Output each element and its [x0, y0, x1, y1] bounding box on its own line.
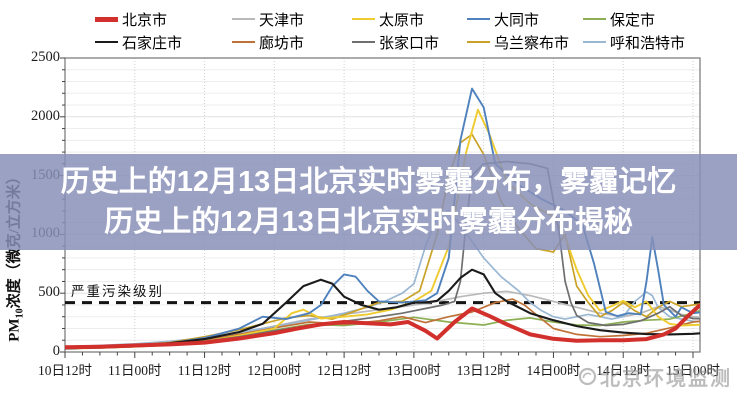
- legend-label: 乌兰察布市: [494, 35, 570, 52]
- legend-label: 石家庄市: [122, 35, 183, 52]
- legend-item-廊坊市: 廊坊市: [232, 32, 304, 52]
- chart-legend: 北京市 天津市 太原市 大同市 保定市石家庄市 廊坊市 张家口市 乌兰察布市 呼和浩特市: [0, 0, 737, 56]
- legend-label: 太原市: [379, 12, 425, 29]
- series-line-太原市: [65, 108, 700, 350]
- legend-swatch: [583, 18, 606, 20]
- series-line-呼和浩特市: [65, 210, 700, 348]
- x-tick-label: 13日12时: [456, 363, 511, 378]
- x-tick-label: 12日00时: [247, 363, 302, 378]
- legend-item-乌兰察布市: 乌兰察布市: [467, 32, 569, 52]
- watermark: 北京环境监测: [578, 362, 732, 391]
- y-tick-label: 2500: [31, 49, 60, 65]
- series-line-廊坊市: [65, 298, 700, 349]
- legend-item-保定市: 保定市: [583, 9, 655, 29]
- series-lines: [65, 87, 700, 350]
- legend-item-呼和浩特市: 呼和浩特市: [583, 32, 685, 52]
- series-line-大同市: [65, 87, 700, 350]
- legend-item-大同市: 大同市: [467, 9, 539, 29]
- legend-swatch: [467, 18, 490, 20]
- legend-item-张家口市: 张家口市: [352, 32, 439, 52]
- legend-label: 廊坊市: [259, 35, 305, 52]
- y-axis-title-prefix: PM: [6, 318, 23, 342]
- headline-line-1: 历史上的12月13日北京实时雾霾分布，雾霾记忆: [60, 166, 677, 198]
- x-tick-label: 14日00时: [526, 363, 581, 378]
- legend-label: 北京市: [122, 12, 168, 29]
- x-tick-label: 13日00时: [386, 363, 441, 378]
- x-tick-label: 10日12时: [38, 363, 92, 378]
- headline-line-2: 历史上的12月13日北京实时雾霾分布揭秘: [104, 206, 633, 238]
- series-line-北京市: [65, 303, 700, 350]
- severe-pollution-threshold-label: 严重污染级别: [71, 284, 164, 299]
- legend-label: 呼和浩特市: [610, 35, 686, 52]
- legend-swatch: [467, 41, 490, 43]
- legend-swatch: [95, 16, 118, 22]
- legend-swatch: [352, 41, 375, 43]
- legend-label: 大同市: [494, 12, 540, 29]
- legend-label: 张家口市: [379, 35, 440, 52]
- watermark-logo-icon: [578, 367, 597, 386]
- legend-swatch: [232, 41, 255, 43]
- legend-swatch: [232, 18, 255, 20]
- y-tick-label: 0: [52, 343, 60, 359]
- legend-swatch: [352, 18, 375, 20]
- x-tick-label: 12日12时: [317, 363, 372, 378]
- x-tick-label: 11日00时: [108, 363, 162, 378]
- legend-item-天津市: 天津市: [232, 9, 304, 29]
- legend-item-北京市: 北京市: [95, 9, 167, 29]
- y-tick-label: 2000: [31, 107, 60, 124]
- x-tick-label: 15日00时: [666, 363, 720, 378]
- y-axis-title-subscript: 10: [14, 308, 26, 319]
- legend-label: 天津市: [259, 12, 305, 29]
- legend-item-太原市: 太原市: [352, 9, 424, 29]
- x-tick-label: 14日12时: [596, 363, 651, 378]
- x-tick-label: 11日12时: [177, 363, 232, 378]
- legend-label: 保定市: [610, 12, 656, 29]
- headline-overlay: 历史上的12月13日北京实时雾霾分布，雾霾记忆 历史上的12月13日北京实时雾霾…: [0, 154, 737, 250]
- legend-swatch: [95, 41, 118, 43]
- watermark-text: 北京环境监测: [600, 368, 732, 390]
- y-tick-label: 500: [38, 284, 60, 301]
- series-line-石家庄市: [65, 268, 700, 350]
- legend-item-石家庄市: 石家庄市: [95, 32, 182, 52]
- legend-swatch: [583, 41, 606, 43]
